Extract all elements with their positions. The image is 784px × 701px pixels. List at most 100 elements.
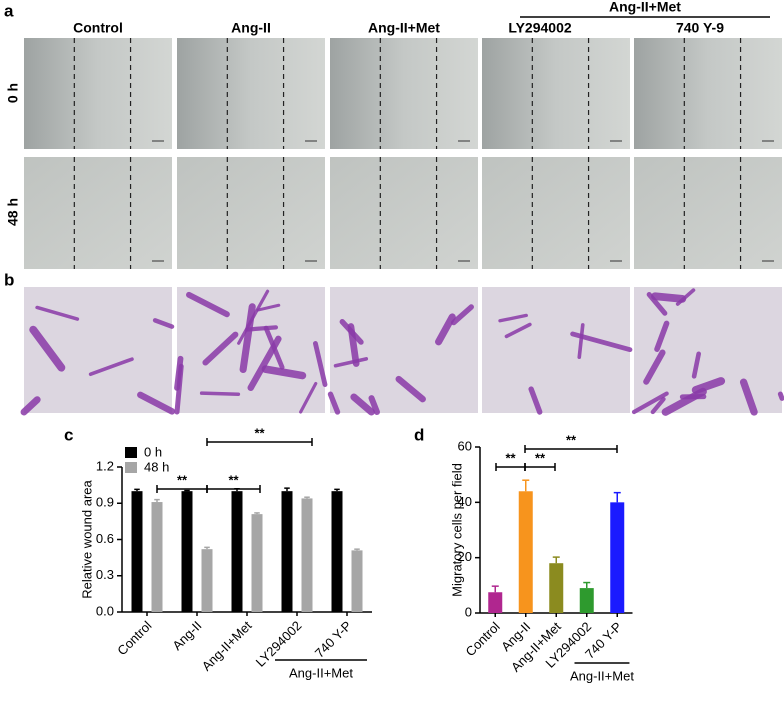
- y-tick-label: 0.0: [96, 603, 114, 618]
- y-tick-label: 0.6: [96, 531, 114, 546]
- y-tick-label: 0.3: [96, 567, 114, 582]
- stained-cell: [350, 393, 375, 416]
- stained-cell: [35, 305, 80, 321]
- stained-cell: [88, 357, 134, 377]
- bar: [351, 550, 363, 612]
- group-label: Ang-II+Met: [289, 665, 353, 680]
- legend-swatch: [125, 447, 137, 458]
- bar: [579, 588, 594, 613]
- row-label: 48 h: [5, 198, 21, 226]
- stained-cell: [739, 378, 758, 416]
- micrograph: [177, 157, 325, 269]
- stained-cell: [651, 292, 687, 303]
- x-tick-label: Control: [463, 619, 503, 659]
- stained-cell: [137, 391, 176, 415]
- stained-cell: [174, 363, 184, 415]
- stained-cell: [691, 377, 726, 394]
- panel-label: d: [414, 425, 424, 444]
- bar: [331, 491, 343, 612]
- micrograph: [24, 157, 172, 269]
- column-header: LY294002: [508, 20, 572, 36]
- x-tick-label: Ang-II: [169, 618, 204, 653]
- stained-cell: [528, 386, 543, 415]
- micrograph: [634, 157, 782, 269]
- column-header: Control: [73, 20, 123, 36]
- bar: [251, 514, 263, 612]
- transwell-image: [482, 287, 630, 413]
- y-tick-label: 20: [458, 549, 472, 564]
- panel-label: a: [4, 1, 14, 20]
- micrograph: [482, 157, 630, 269]
- stained-cell: [504, 322, 532, 339]
- stained-cell: [152, 318, 175, 329]
- bar: [181, 491, 193, 612]
- x-tick-label: 740 Y-P: [312, 618, 355, 661]
- legend-swatch: [125, 462, 137, 473]
- y-tick-label: 0.9: [96, 495, 114, 510]
- column-group-label: Ang-II+Met: [609, 0, 681, 15]
- stained-cell: [339, 319, 364, 345]
- stained-cell: [654, 320, 670, 352]
- stained-cell: [313, 341, 328, 388]
- bar: [201, 549, 213, 612]
- stained-cell: [199, 391, 241, 397]
- micrograph: [634, 38, 782, 149]
- panel-label: c: [64, 425, 73, 444]
- micrograph: [330, 157, 478, 269]
- stained-cell: [256, 303, 281, 312]
- column-header: 740 Y-9: [676, 20, 724, 36]
- bar: [301, 498, 313, 612]
- stained-cell: [691, 351, 701, 379]
- stained-cell: [650, 396, 666, 415]
- bar: [131, 491, 143, 612]
- stained-cell: [577, 323, 585, 360]
- column-header: Ang-II: [231, 20, 271, 36]
- significance-label: **: [535, 450, 546, 465]
- micrograph: [24, 38, 172, 149]
- stained-cell: [299, 381, 318, 414]
- y-tick-label: 0: [465, 604, 472, 619]
- stained-cell: [20, 396, 41, 416]
- stained-cell: [327, 391, 341, 415]
- panel-label: b: [4, 270, 14, 289]
- stained-cell: [247, 335, 282, 391]
- bar: [231, 491, 243, 612]
- significance-label: **: [254, 425, 265, 440]
- bar: [151, 502, 163, 612]
- bar: [281, 491, 293, 612]
- stained-cell: [450, 304, 474, 326]
- micrograph: [482, 38, 630, 149]
- stained-cell: [239, 303, 256, 374]
- group-label: Ang-II+Met: [570, 668, 634, 683]
- stained-cell: [186, 291, 230, 318]
- significance-label: **: [505, 450, 516, 465]
- y-tick-label: 40: [458, 494, 472, 509]
- significance-label: **: [177, 472, 188, 487]
- x-tick-label: LY294002: [253, 618, 305, 670]
- stained-cell: [202, 331, 239, 366]
- legend-label: 48 h: [144, 459, 169, 474]
- y-axis-label: Relative wound area: [79, 479, 94, 598]
- significance-label: **: [566, 432, 577, 447]
- bar: [518, 491, 533, 613]
- stained-cell: [498, 313, 528, 323]
- bar: [610, 502, 625, 613]
- stained-cell: [261, 365, 307, 380]
- stained-cell: [661, 387, 707, 416]
- stained-cell: [777, 391, 784, 401]
- row-label: 0 h: [5, 83, 21, 103]
- stained-cell: [646, 291, 668, 316]
- x-tick-label: Ang-II+Met: [199, 618, 255, 674]
- stained-cell: [29, 325, 66, 372]
- stained-cell: [435, 313, 456, 346]
- bar: [549, 563, 564, 613]
- micrograph: [177, 38, 325, 149]
- y-tick-label: 60: [458, 438, 472, 453]
- stained-cell: [333, 357, 369, 368]
- y-tick-label: 1.2: [96, 458, 114, 473]
- significance-label: **: [228, 472, 239, 487]
- stained-cell: [631, 391, 669, 415]
- micrograph: [330, 38, 478, 149]
- stained-cell: [368, 395, 380, 416]
